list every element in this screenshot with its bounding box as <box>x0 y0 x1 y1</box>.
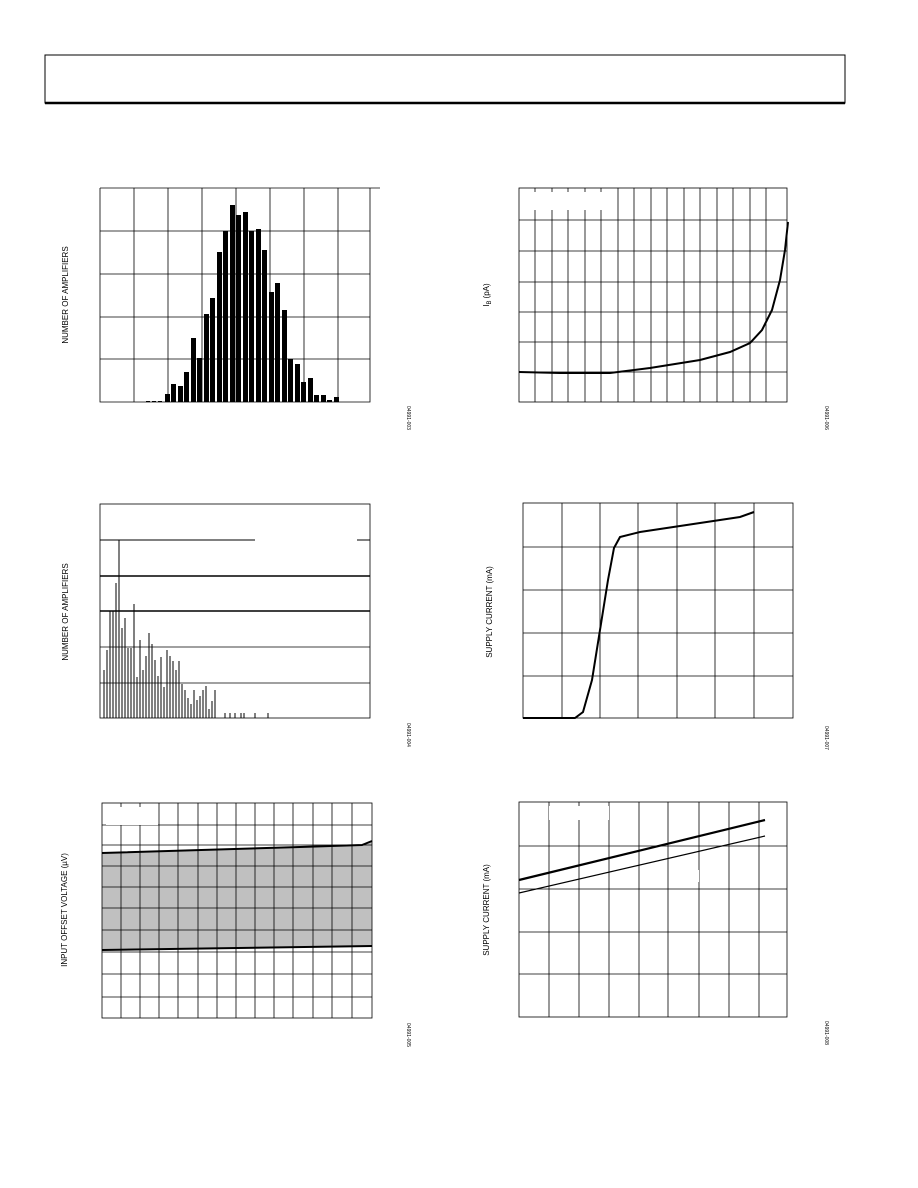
y-axis-label: INPUT OFFSET VOLTAGE (µV) <box>60 853 69 967</box>
figure-3: NUMBER OF AMPLIFIERS 04991-004 <box>61 503 411 747</box>
label-subscript: B <box>487 300 493 304</box>
frame <box>518 187 788 403</box>
figure-code: 04991-006 <box>823 406 829 430</box>
figure-6: SUPPLY CURRENT (mA) 04991-008 <box>482 801 829 1045</box>
grid <box>523 503 793 718</box>
header-box <box>44 54 846 104</box>
grid <box>519 188 787 402</box>
label-unit: (pA) <box>482 283 491 298</box>
figure-code: 04991-007 <box>823 726 829 750</box>
upper-limit <box>101 840 373 854</box>
curve <box>523 511 755 719</box>
figure-2: IB (pA) 04991-006 <box>482 187 829 430</box>
shaded-band <box>102 841 372 950</box>
curve <box>518 221 789 374</box>
figure-5: INPUT OFFSET VOLTAGE (µV) 04991-005 <box>60 802 411 1047</box>
y-axis-label: IB (pA) <box>482 283 493 307</box>
figure-code: 04991-008 <box>823 1021 829 1045</box>
curve-lower <box>518 835 766 894</box>
figure-4: SUPPLY CURRENT (mA) 04991-007 <box>485 502 829 750</box>
figure-1: NUMBER OF AMPLIFIERS 04991-003 <box>61 187 411 430</box>
legend-blank <box>106 807 158 825</box>
frame <box>518 801 788 1018</box>
frame <box>522 502 794 719</box>
frame <box>101 802 373 1019</box>
legend-blank <box>527 192 610 210</box>
histogram-bars <box>103 540 269 718</box>
y-axis-label: SUPPLY CURRENT (mA) <box>485 566 494 658</box>
figure-code: 04991-004 <box>405 723 411 747</box>
grid <box>519 802 787 1017</box>
y-axis-label: NUMBER OF AMPLIFIERS <box>61 563 70 660</box>
grid <box>100 539 370 684</box>
y-axis-label: SUPPLY CURRENT (mA) <box>482 864 491 956</box>
y-axis-label: NUMBER OF AMPLIFIERS <box>61 246 70 343</box>
label-symbol: I <box>482 304 491 306</box>
figure-code: 04991-003 <box>405 406 411 430</box>
lower-limit <box>101 945 373 951</box>
legend-blank <box>549 806 609 820</box>
histogram-bars <box>146 205 339 402</box>
figure-code: 04991-005 <box>405 1023 411 1047</box>
legend-blank <box>669 870 699 882</box>
grid <box>102 803 372 1018</box>
curve-upper <box>518 818 766 882</box>
